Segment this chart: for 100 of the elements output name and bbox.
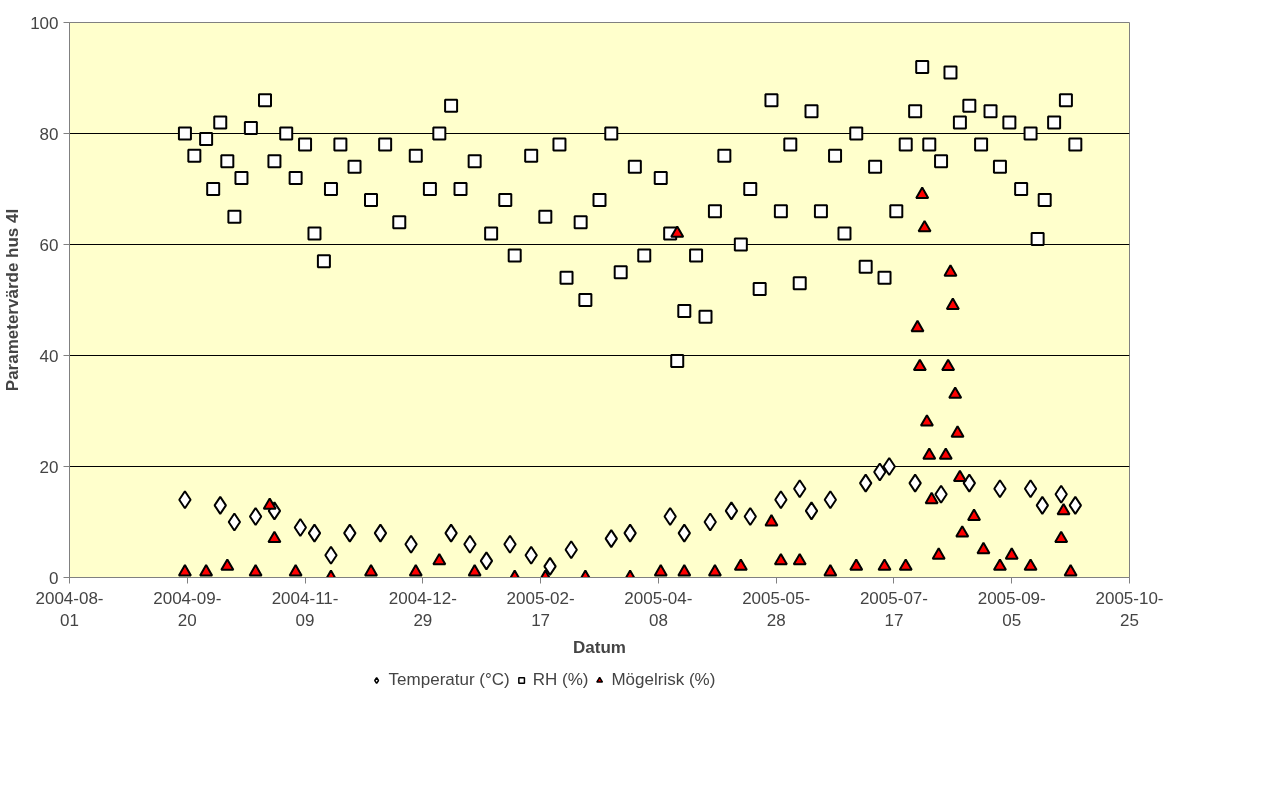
point (227, 512, 242, 532)
point (733, 558, 748, 571)
point (623, 523, 637, 543)
point (1054, 530, 1069, 544)
point (992, 558, 1007, 571)
point (364, 564, 379, 577)
point (653, 564, 668, 577)
x-axis-title: Datum (573, 638, 626, 658)
x-tick-label: 2004-11- 09 (271, 588, 339, 631)
point (952, 469, 967, 483)
x-tick-label: 2005-02- 17 (506, 588, 575, 631)
point (564, 540, 578, 560)
legend-label: Mögelrisk (%) (611, 670, 716, 690)
point (288, 564, 303, 577)
point (524, 545, 538, 565)
point (467, 564, 482, 577)
point (267, 530, 282, 544)
point (408, 564, 423, 577)
point (324, 545, 338, 565)
point (898, 558, 913, 571)
point (804, 501, 819, 521)
point (873, 462, 887, 482)
y-tick-label: 60 (39, 235, 59, 255)
x-tick-label: 2005-10- 25 (1095, 588, 1164, 631)
y-tick-label: 0 (49, 568, 59, 588)
point (919, 414, 934, 427)
point (703, 512, 717, 532)
point (823, 490, 838, 510)
x-tick-label: 2004-12- 29 (388, 588, 457, 631)
x-tick-label: 2005-07- 17 (859, 588, 928, 631)
point (792, 552, 807, 566)
point (178, 490, 192, 510)
x-tick-label: 2004-09- 20 (153, 588, 222, 631)
point (922, 447, 937, 460)
point (941, 358, 956, 372)
point (938, 447, 953, 460)
point (248, 564, 263, 577)
y-tick-label: 40 (39, 346, 59, 366)
point (945, 297, 960, 311)
point (1056, 502, 1071, 516)
point (917, 219, 932, 233)
point (908, 473, 922, 493)
point (967, 508, 982, 521)
point (479, 551, 494, 571)
point (677, 523, 691, 543)
point (670, 225, 685, 238)
point (444, 523, 458, 543)
point (177, 564, 192, 577)
legend-label: RH (%) (532, 670, 589, 690)
point (724, 501, 739, 521)
point (993, 479, 1007, 499)
point (307, 523, 322, 543)
point (950, 425, 965, 438)
point (743, 506, 757, 526)
legend-label: Temperatur (°C) (388, 670, 510, 690)
point (262, 497, 277, 510)
point (1068, 495, 1082, 515)
y-axis-title: Parametervärde hus 4I (3, 208, 23, 392)
point (849, 558, 864, 571)
point (915, 186, 930, 200)
point (976, 541, 991, 555)
point (293, 518, 308, 538)
point (882, 457, 896, 476)
point (1004, 547, 1019, 560)
point (199, 564, 214, 577)
point (934, 484, 948, 504)
x-tick-label: 2005-04- 08 (624, 588, 693, 631)
y-tick-label: 80 (39, 124, 59, 144)
y-tick-label: 20 (39, 457, 59, 477)
x-tick-label: 2004-08- 01 (35, 588, 104, 631)
point (373, 523, 388, 543)
point (543, 556, 557, 576)
point (962, 473, 976, 493)
point (463, 534, 477, 554)
y-tick-label: 100 (30, 13, 59, 33)
point (948, 386, 963, 399)
point (1063, 564, 1078, 577)
point (220, 558, 235, 571)
point (663, 506, 677, 526)
point (677, 564, 692, 577)
point (764, 514, 779, 527)
point (912, 358, 927, 372)
point (773, 552, 788, 566)
point (404, 534, 418, 554)
point (1054, 484, 1068, 504)
point (955, 525, 970, 538)
point (432, 552, 447, 566)
point (924, 491, 939, 505)
x-tick-label: 2005-09- 05 (977, 588, 1046, 631)
point (823, 564, 838, 577)
point (248, 506, 263, 526)
point (604, 529, 618, 549)
point (213, 495, 227, 515)
point (910, 319, 925, 333)
point (774, 490, 788, 510)
point (859, 473, 873, 493)
point (1023, 558, 1038, 571)
x-tick-label: 2005-05- 28 (742, 588, 811, 631)
point (943, 264, 958, 277)
point (707, 564, 722, 577)
